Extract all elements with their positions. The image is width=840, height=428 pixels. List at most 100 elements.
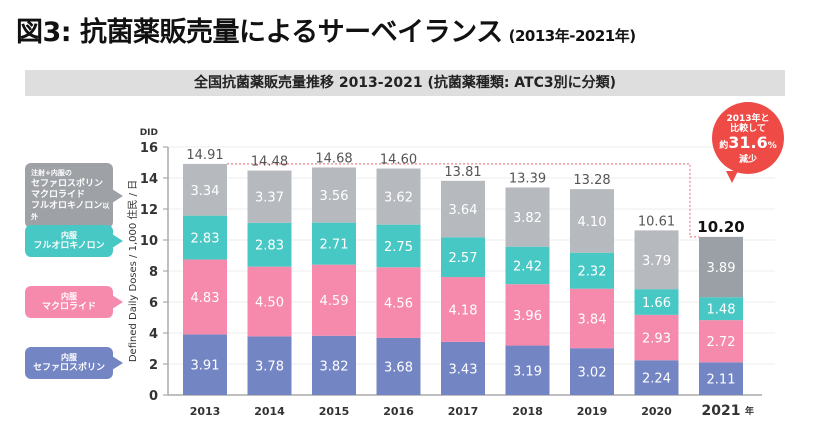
total-value-label: 14.60 bbox=[380, 153, 417, 168]
bar-segment bbox=[699, 362, 743, 395]
segment-value-label: 3.02 bbox=[578, 366, 607, 381]
bar-segment bbox=[183, 215, 227, 260]
title-period: (2013年-2021年) bbox=[508, 27, 636, 45]
bar-segment bbox=[699, 297, 743, 321]
annotation-unit: % bbox=[767, 141, 777, 151]
segment-value-label: 2.24 bbox=[642, 372, 671, 387]
bar-segment bbox=[376, 337, 421, 395]
x-tick-label: 2020 bbox=[641, 405, 672, 418]
segment-value-label: 3.82 bbox=[513, 211, 542, 226]
callout-line: フルオロキノロン bbox=[31, 201, 103, 211]
legend-callout-cephalosporin: 内服 セファロスポリン bbox=[25, 347, 123, 379]
segment-value-label: 3.19 bbox=[513, 364, 542, 379]
segment-value-label: 3.62 bbox=[384, 191, 413, 206]
total-value-label: 13.39 bbox=[509, 171, 546, 186]
annotation-line1: 2013年と bbox=[726, 114, 770, 124]
callout-line: フルオロキノロン bbox=[33, 241, 105, 251]
bar-segment bbox=[634, 360, 679, 395]
x-tick-label: 2021 bbox=[702, 403, 741, 419]
total-value-label: 14.91 bbox=[186, 148, 223, 163]
bar-segment bbox=[505, 187, 550, 247]
segment-value-label: 2.42 bbox=[513, 259, 542, 274]
segment-value-label: 3.91 bbox=[191, 359, 220, 374]
bar-segment bbox=[441, 277, 485, 342]
bar-segment bbox=[441, 341, 485, 395]
total-value-label: 10.20 bbox=[697, 218, 744, 236]
callout-suffix: 以外 bbox=[31, 202, 110, 221]
bar-segment bbox=[441, 180, 485, 238]
total-value-label: 14.68 bbox=[315, 151, 352, 166]
segment-value-label: 1.48 bbox=[707, 303, 736, 318]
bar-segment bbox=[376, 168, 421, 225]
segment-value-label: 3.96 bbox=[513, 309, 542, 324]
x-tick-label: 2015 bbox=[319, 405, 350, 418]
bar-segment bbox=[183, 334, 227, 395]
bar-segment bbox=[376, 267, 421, 338]
callout-line: マクロライド bbox=[31, 190, 86, 200]
segment-value-label: 2.11 bbox=[707, 373, 736, 388]
segment-value-label: 2.83 bbox=[191, 232, 220, 247]
bar-segment bbox=[312, 167, 356, 223]
segment-value-label: 4.50 bbox=[255, 296, 284, 311]
total-value-label: 14.48 bbox=[251, 155, 288, 170]
bar-segment bbox=[570, 252, 614, 289]
y-tick-label: 6 bbox=[149, 296, 158, 311]
annotation-line2: 比較して bbox=[730, 124, 766, 134]
bar-segment bbox=[634, 230, 679, 290]
segment-value-label: 3.68 bbox=[384, 360, 413, 375]
bar-segment bbox=[183, 259, 227, 335]
segment-value-label: 3.56 bbox=[320, 189, 349, 204]
segment-value-label: 3.89 bbox=[707, 261, 736, 276]
callout-line: セファロスポリン bbox=[31, 179, 104, 189]
segment-value-label: 4.10 bbox=[578, 215, 607, 230]
x-tick-label: 2013 bbox=[190, 405, 221, 418]
segment-value-label: 3.84 bbox=[578, 312, 607, 327]
y-tick-label: 10 bbox=[140, 234, 158, 249]
bar-segment bbox=[570, 348, 614, 395]
y-tick-label: 0 bbox=[149, 389, 158, 404]
segment-value-label: 2.83 bbox=[255, 239, 284, 254]
bar-segment bbox=[247, 266, 292, 337]
bar-segment bbox=[570, 189, 614, 253]
bar-segment bbox=[247, 222, 292, 267]
bar-segment bbox=[505, 345, 550, 395]
legend-callout-other: 注射+内服の セファロスポリン マクロライド フルオロキノロン以外 bbox=[25, 163, 123, 228]
segment-value-label: 2.75 bbox=[384, 240, 413, 255]
segment-value-label: 3.78 bbox=[255, 360, 284, 375]
y-unit-label: DID bbox=[140, 128, 158, 138]
x-tick-label: 2017 bbox=[448, 405, 479, 418]
x-tick-label: 2019 bbox=[577, 405, 608, 418]
bar-segment bbox=[505, 246, 550, 285]
segment-value-label: 3.37 bbox=[255, 191, 284, 206]
bar-segment bbox=[441, 237, 485, 278]
legend-callout-fluoroquinolone: 内服 フルオロキノロン bbox=[25, 225, 123, 257]
bar-segment bbox=[312, 264, 356, 336]
reference-dashed-line bbox=[227, 163, 699, 238]
segment-value-label: 4.18 bbox=[449, 303, 478, 318]
total-value-label: 10.61 bbox=[638, 214, 675, 229]
bar-segment bbox=[699, 236, 743, 298]
annotation-prefix: 約 bbox=[719, 141, 729, 151]
reduction-annotation: 2013年と 比較して 約31.6% 減少 bbox=[712, 102, 784, 183]
callout-line: 内服 bbox=[61, 231, 77, 240]
y-tick-label: 8 bbox=[149, 265, 158, 280]
y-tick-label: 16 bbox=[140, 141, 158, 156]
callout-line: マクロライド bbox=[41, 302, 96, 312]
page-title: 図3: 抗菌薬販売量によるサーベイランス (2013年-2021年) bbox=[16, 10, 636, 49]
total-value-label: 13.28 bbox=[573, 173, 610, 188]
chart-banner: 全国抗菌薬販売量推移 2013-2021 (抗菌薬種類: ATC3別に分類) bbox=[25, 70, 785, 96]
segment-value-label: 2.71 bbox=[320, 238, 349, 253]
bar-segment bbox=[634, 314, 679, 361]
segment-value-label: 3.82 bbox=[320, 359, 349, 374]
segment-value-label: 2.72 bbox=[707, 335, 736, 350]
y-tick-label: 2 bbox=[149, 358, 158, 373]
bar-segment bbox=[183, 163, 227, 216]
y-axis-label: Defined Daily Doses / 1,000 住民 / 日 bbox=[126, 180, 139, 362]
y-tick-label: 14 bbox=[140, 172, 158, 187]
segment-value-label: 3.64 bbox=[449, 203, 478, 218]
bar-segment bbox=[312, 222, 356, 265]
total-value-label: 13.81 bbox=[444, 165, 481, 180]
segment-value-label: 2.57 bbox=[449, 251, 478, 266]
title-text: 図3: 抗菌薬販売量によるサーベイランス bbox=[16, 17, 503, 48]
